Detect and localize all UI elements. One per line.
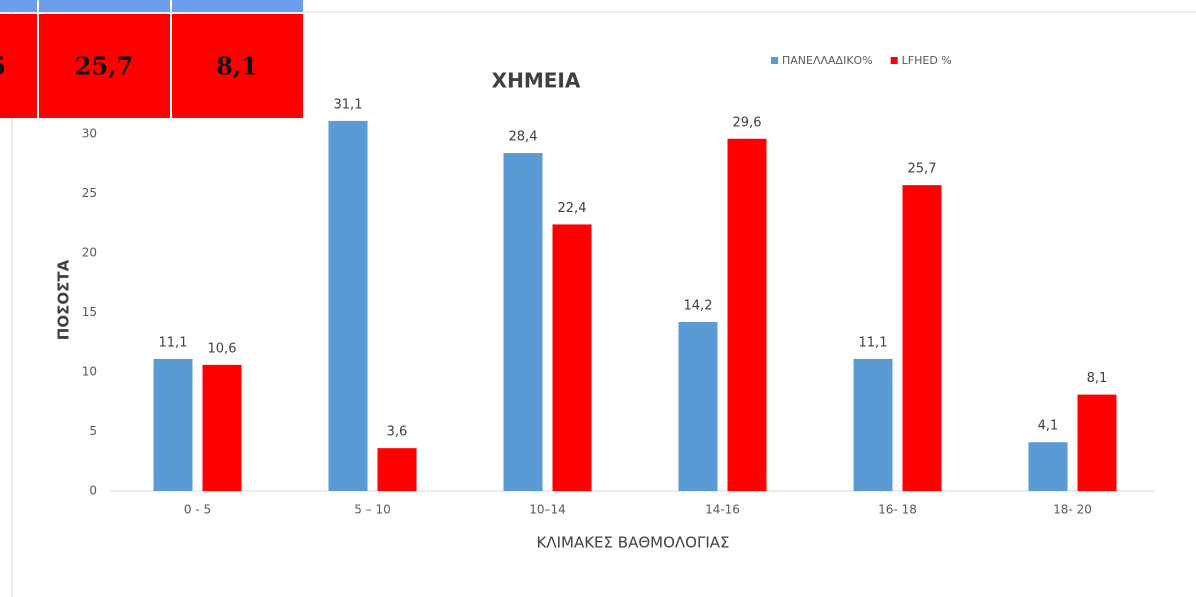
y-tick-label: 20: [82, 246, 97, 260]
bar: [727, 138, 767, 491]
y-tick-label: 5: [89, 424, 97, 438]
x-tick-label: 0 - 5: [184, 503, 211, 517]
data-label: 4,1: [1038, 419, 1059, 434]
table: 5 25,7 8,1: [0, 0, 303, 118]
bar: [202, 364, 242, 491]
x-tick-label: 14-16: [705, 503, 740, 517]
legend-label: LFHED %: [902, 54, 952, 67]
data-label: 29,6: [733, 115, 762, 130]
data-label: 8,1: [1087, 371, 1108, 386]
bar: [1028, 442, 1068, 491]
bar: [503, 153, 543, 492]
chart-title: ΧΗΜΕΙΑ: [492, 69, 581, 93]
table-cell: [0, 14, 37, 118]
y-tick-label: 15: [82, 305, 97, 319]
data-label: 28,4: [509, 130, 538, 145]
table-cell-text: 8,1: [216, 52, 258, 81]
bar: [328, 120, 368, 491]
y-axis-label: ΠΟΣΟΣΤΑ: [55, 259, 73, 340]
bar: [853, 358, 893, 491]
x-tick-label: 16- 18: [878, 503, 917, 517]
legend-label: ΠΑΝΕΛΛΑΔΙΚΟ%: [782, 54, 873, 67]
y-tick-label: 25: [82, 186, 97, 200]
table-header: [0, 0, 303, 12]
data-label: 22,4: [558, 201, 587, 216]
x-axis-label: ΚΛΙΜΑΚΕΣ ΒΑΘΜΟΛΟΓΙΑΣ: [537, 534, 730, 552]
bar: [153, 358, 193, 491]
bar: [552, 224, 592, 491]
data-label: 31,1: [334, 97, 363, 112]
y-tick-label: 10: [82, 365, 97, 379]
data-label: 14,2: [684, 299, 713, 314]
table-cell: [172, 14, 303, 118]
y-tick-label: 30: [82, 127, 97, 141]
data-label: 11,1: [859, 335, 888, 350]
legend-swatch: [890, 57, 898, 64]
x-tick-label: 10–14: [529, 503, 566, 517]
table-cell-text: 25,7: [75, 52, 133, 81]
bar: [678, 322, 718, 491]
data-label: 25,7: [908, 162, 937, 177]
x-tick-label: 18- 20: [1053, 503, 1092, 517]
table-cell-text: 5: [0, 52, 6, 81]
y-tick-label: 0: [89, 484, 97, 498]
bar: [1077, 394, 1117, 491]
data-label: 3,6: [387, 425, 408, 440]
table-cell: [39, 14, 170, 118]
data-label: 11,1: [159, 335, 188, 350]
bar: [377, 448, 417, 491]
x-tick-label: 5 – 10: [354, 503, 391, 517]
bar: [902, 185, 942, 492]
data-label: 10,6: [208, 341, 237, 356]
legend-swatch: [771, 57, 778, 64]
